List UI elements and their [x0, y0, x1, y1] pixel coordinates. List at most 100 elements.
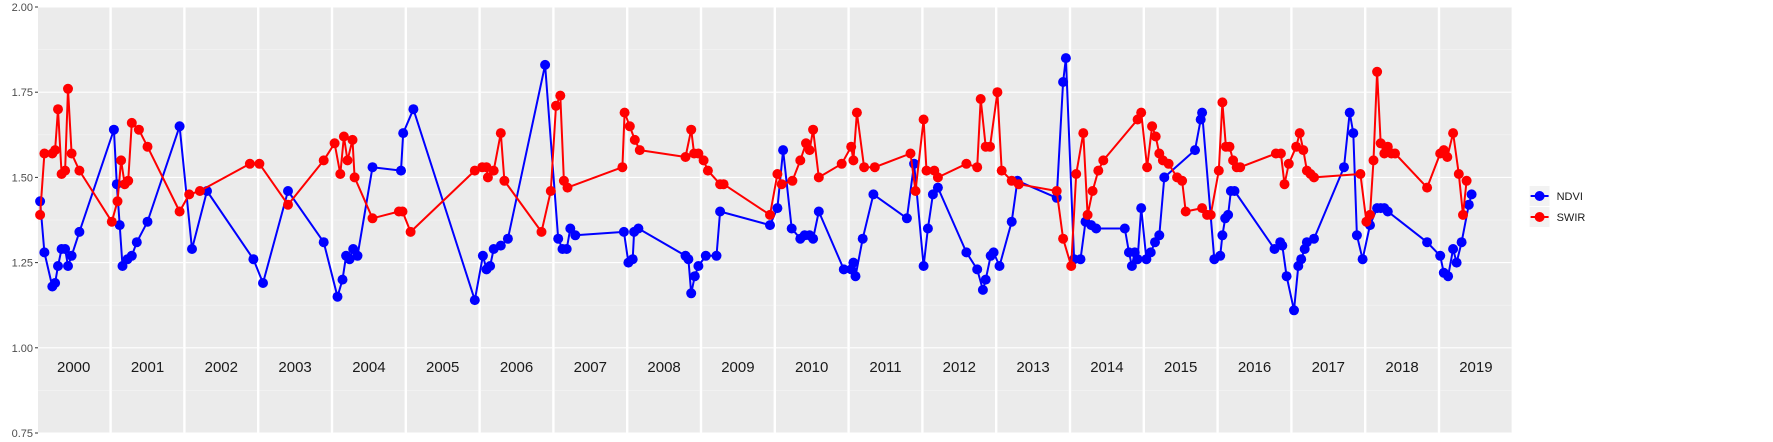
data-point: [1058, 233, 1069, 244]
data-point: [335, 169, 346, 179]
data-point: [194, 186, 205, 196]
data-point: [1229, 186, 1240, 196]
data-point: [700, 250, 711, 261]
data-point: [1422, 182, 1433, 193]
data-point: [1458, 209, 1468, 220]
data-point: [961, 158, 972, 169]
data-point: [50, 278, 61, 288]
facet-year-label: 2004: [352, 359, 385, 376]
facet-year-label: 2011: [869, 359, 901, 376]
data-point: [711, 250, 722, 261]
data-point: [1058, 77, 1069, 87]
data-point: [184, 189, 195, 200]
data-point: [108, 124, 119, 135]
data-point: [1150, 131, 1161, 142]
data-point: [35, 209, 46, 220]
data-point: [1190, 145, 1200, 156]
data-point: [618, 226, 629, 237]
data-point: [932, 182, 943, 193]
data-point: [1279, 179, 1290, 190]
y-tick-label: 1.50: [12, 172, 33, 184]
data-point: [1205, 209, 1216, 220]
data-point: [60, 244, 71, 254]
data-point: [60, 165, 71, 176]
facet-year-label: 2007: [574, 359, 607, 376]
facet-year-label: 2013: [1016, 359, 1049, 376]
data-point: [1275, 148, 1286, 159]
data-point: [66, 148, 77, 159]
data-point: [1283, 158, 1294, 169]
data-point: [776, 179, 787, 190]
facet-year-label: 2005: [426, 359, 459, 376]
data-point: [996, 165, 1007, 176]
data-point: [905, 148, 916, 159]
data-point: [347, 134, 358, 145]
data-point: [1075, 254, 1086, 265]
data-point: [922, 223, 933, 234]
facet-year-label: 2002: [205, 359, 238, 376]
data-point: [718, 179, 729, 190]
data-point: [1013, 179, 1024, 190]
data-point: [848, 155, 859, 166]
data-point: [126, 117, 137, 128]
data-point: [1132, 254, 1143, 265]
data-point: [1006, 216, 1017, 227]
data-point: [1147, 121, 1158, 132]
data-point: [126, 250, 137, 261]
data-point: [813, 172, 824, 183]
data-point: [1453, 169, 1464, 179]
legend-key-marker: [1534, 212, 1545, 222]
data-point: [405, 226, 416, 237]
data-point: [142, 141, 153, 152]
data-point: [1348, 128, 1359, 139]
data-point: [1119, 223, 1130, 234]
data-point: [495, 240, 506, 251]
data-point: [114, 220, 125, 231]
data-point: [74, 226, 85, 237]
data-point: [1355, 169, 1366, 179]
data-point: [1298, 145, 1309, 156]
data-point: [318, 155, 329, 166]
data-point: [1087, 186, 1098, 196]
data-point: [63, 83, 73, 94]
data-point: [1136, 107, 1147, 118]
data-point: [1217, 97, 1228, 108]
data-point: [66, 250, 77, 261]
legend: NDVI SWIR: [1529, 186, 1585, 227]
facet-year-label: 2012: [943, 359, 976, 376]
data-point: [123, 175, 134, 186]
data-point: [1309, 172, 1319, 183]
data-point: [1461, 175, 1472, 186]
data-point: [1456, 237, 1467, 248]
data-point: [1448, 244, 1459, 254]
data-point: [1365, 209, 1375, 220]
facet-year-label: 2008: [647, 359, 680, 376]
data-point: [1078, 128, 1089, 139]
y-axis: 0.75 1.00 1.25 1.50 1.75 2.00: [12, 2, 38, 440]
data-point: [142, 216, 153, 227]
data-point: [985, 141, 995, 152]
data-point: [619, 107, 630, 118]
data-point: [778, 145, 789, 156]
data-point: [485, 261, 496, 271]
data-point: [972, 264, 983, 275]
facet-year-label: 2001: [131, 359, 164, 376]
data-point: [680, 152, 691, 162]
data-point: [1269, 244, 1280, 254]
data-point: [1223, 209, 1234, 220]
data-point: [765, 220, 775, 231]
data-point: [338, 131, 349, 142]
facet-year-label: 2006: [500, 359, 533, 376]
data-point: [850, 271, 861, 282]
data-point: [1071, 169, 1082, 179]
data-point: [131, 237, 142, 248]
data-point: [396, 165, 406, 176]
data-point: [337, 274, 348, 285]
data-point: [1448, 128, 1459, 139]
data-point: [1217, 230, 1228, 241]
data-point: [1159, 172, 1170, 183]
data-point: [133, 124, 144, 135]
data-point: [813, 206, 824, 217]
data-point: [53, 261, 63, 271]
facet-year-label: 2019: [1459, 359, 1492, 376]
